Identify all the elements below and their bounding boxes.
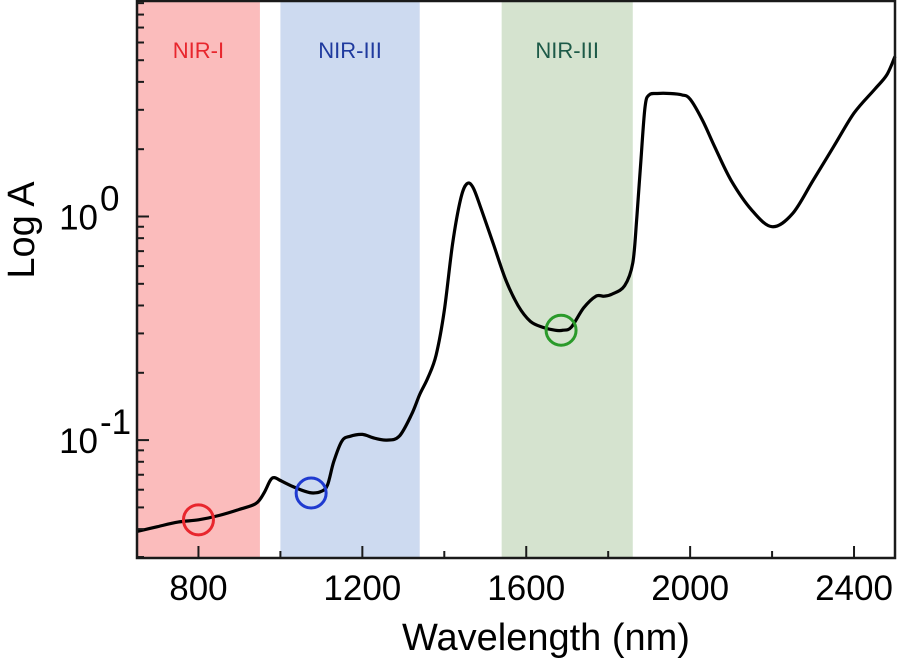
band-label-1: NIR-I [173,38,224,63]
x-axis-ticks: 800 1200 1600 2000 2400 [169,546,893,608]
band-label-3: NIR-III [535,38,599,63]
marker-circle-2 [294,476,328,510]
y-axis-title: Log A [1,181,43,279]
window-markers [181,313,578,537]
x-axis-title: Wavelength (nm) [402,617,690,659]
y-tick-label: 10 [59,199,98,238]
plot-frame [135,0,897,560]
y-tick-exponent: 0 [100,180,119,219]
y-tick-exponent: -1 [100,403,131,442]
x-tick-label: 2000 [651,569,729,608]
series-group [136,55,897,534]
x-tick-label: 2400 [815,569,893,608]
x-tick-label: 1600 [487,569,565,608]
band-labels: NIR-I NIR-III NIR-III [173,38,599,63]
band-1 [137,1,260,558]
marker-circle-3 [544,313,578,347]
wavelength-bands [137,1,633,558]
series-line-1 [136,55,897,534]
marker-circle-1 [181,503,215,537]
x-tick-label: 1200 [323,569,401,608]
x-tick-label: 800 [169,569,227,608]
band-label-2: NIR-III [318,38,382,63]
band-2 [280,1,420,558]
y-tick-label: 10 [59,422,98,461]
band-3 [501,1,633,558]
